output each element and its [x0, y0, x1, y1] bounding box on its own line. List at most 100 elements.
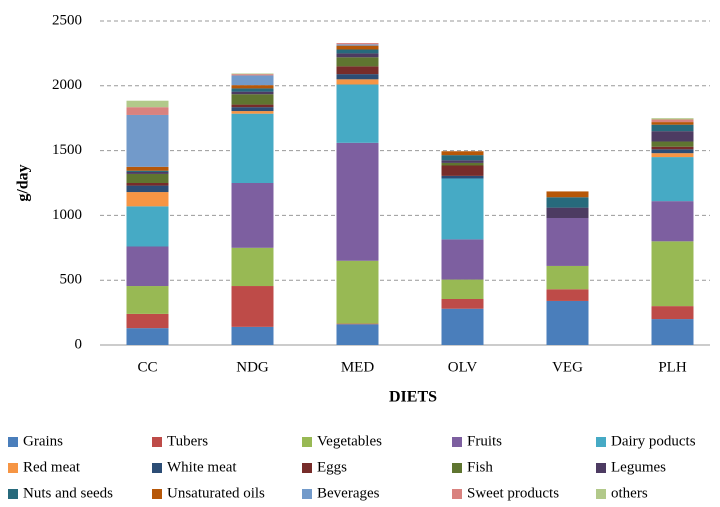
- legend-label: Grains: [23, 433, 63, 449]
- bar-segment: [651, 306, 694, 320]
- bar-segment: [336, 49, 379, 54]
- bar-segment: [126, 173, 169, 183]
- bar-segment: [126, 192, 169, 207]
- bar-segment: [231, 85, 274, 89]
- legend-swatch: [596, 437, 606, 447]
- legend-swatch: [452, 437, 462, 447]
- legend-label: Fish: [467, 459, 493, 475]
- legend-swatch: [8, 489, 18, 499]
- bar-segment: [231, 113, 274, 183]
- x-axis-label: DIETS: [389, 389, 437, 406]
- bar-segment: [126, 100, 169, 108]
- bar-segment: [546, 265, 589, 290]
- y-tick-label: 1500: [52, 142, 82, 158]
- y-tick-label: 0: [75, 336, 83, 352]
- legend-label: Legumes: [611, 459, 666, 475]
- bar-segment: [231, 111, 274, 114]
- bar-segment: [126, 286, 169, 314]
- legend-label: Fruits: [467, 433, 502, 449]
- bar-segment: [126, 107, 169, 115]
- legend-label: Dairy poducts: [611, 433, 696, 449]
- bar-segment: [231, 94, 274, 105]
- bar-segment: [441, 155, 484, 161]
- legend-label: Nuts and seeds: [23, 485, 113, 501]
- x-tick-label: OLV: [448, 359, 478, 375]
- legend-swatch: [8, 463, 18, 473]
- bar-segment: [546, 207, 589, 218]
- bar-segment: [231, 107, 274, 112]
- bar-segment: [651, 319, 694, 345]
- legend-label: others: [611, 485, 648, 501]
- bar-segment: [336, 53, 379, 58]
- bar-segment: [336, 45, 379, 50]
- legend-label: Tubers: [167, 433, 208, 449]
- y-axis-label: g/day: [15, 164, 32, 201]
- bar-segment: [336, 74, 379, 80]
- bar-segment: [231, 88, 274, 92]
- bar-segment: [651, 131, 694, 142]
- bar-segment: [231, 91, 274, 95]
- bar-segment: [651, 149, 694, 154]
- bar-segment: [441, 160, 484, 163]
- legend-label: Beverages: [317, 485, 380, 501]
- legend-label: Unsaturated oils: [167, 485, 265, 501]
- legend-swatch: [152, 437, 162, 447]
- bar-segment: [651, 122, 694, 125]
- bar-segment: [126, 183, 169, 186]
- bar-segment: [651, 241, 694, 307]
- bar-segment: [231, 74, 274, 76]
- bar-segment: [651, 153, 694, 158]
- bar-segment: [441, 308, 484, 345]
- legend-swatch: [8, 437, 18, 447]
- legend-label: White meat: [167, 459, 237, 475]
- x-tick-label: CC: [137, 359, 157, 375]
- bar-segment: [126, 166, 169, 171]
- legend-swatch: [302, 489, 312, 499]
- bar-segment: [126, 206, 169, 247]
- x-tick-label: PLH: [658, 359, 687, 375]
- bar-segment: [336, 66, 379, 75]
- bar-segment: [546, 289, 589, 301]
- bar-segment: [441, 162, 484, 166]
- y-tick-label: 2000: [52, 77, 82, 93]
- legend-swatch: [596, 489, 606, 499]
- legend-swatch: [152, 489, 162, 499]
- bar-segment: [651, 201, 694, 242]
- bar-segment: [126, 313, 169, 329]
- bar-segment: [441, 175, 484, 179]
- bar-segment: [546, 197, 589, 208]
- legend-swatch: [302, 463, 312, 473]
- legend-swatch: [302, 437, 312, 447]
- bar-segment: [651, 141, 694, 147]
- legend-label: Vegetables: [317, 433, 382, 449]
- bar-segment: [336, 142, 379, 261]
- legend-label: Eggs: [317, 459, 347, 475]
- bar-segment: [441, 239, 484, 280]
- bar-segment: [441, 178, 484, 240]
- legend-swatch: [452, 463, 462, 473]
- bar-segment: [336, 57, 379, 67]
- bar-segment: [231, 75, 274, 86]
- bar-segment: [441, 151, 484, 156]
- x-tick-label: NDG: [236, 359, 269, 375]
- bar-segment: [651, 118, 694, 120]
- x-tick-label: VEG: [552, 359, 583, 375]
- legend-label: Sweet products: [467, 485, 559, 501]
- bar-segment: [126, 171, 169, 174]
- bar-segment: [651, 119, 694, 123]
- bar-segment: [126, 328, 169, 345]
- bar-segment: [441, 279, 484, 299]
- bar-segment: [231, 326, 274, 345]
- bar-segment: [231, 183, 274, 248]
- bar-segment: [231, 104, 274, 108]
- bar-segment: [336, 324, 379, 345]
- y-tick-label: 500: [60, 272, 83, 288]
- bar-segment: [441, 298, 484, 309]
- bar-segment: [336, 44, 379, 46]
- bar-segment: [336, 43, 379, 45]
- bar-segment: [231, 286, 274, 327]
- y-tick-label: 1000: [52, 207, 82, 223]
- y-tick-label: 2500: [52, 12, 82, 28]
- bar-segment: [231, 247, 274, 287]
